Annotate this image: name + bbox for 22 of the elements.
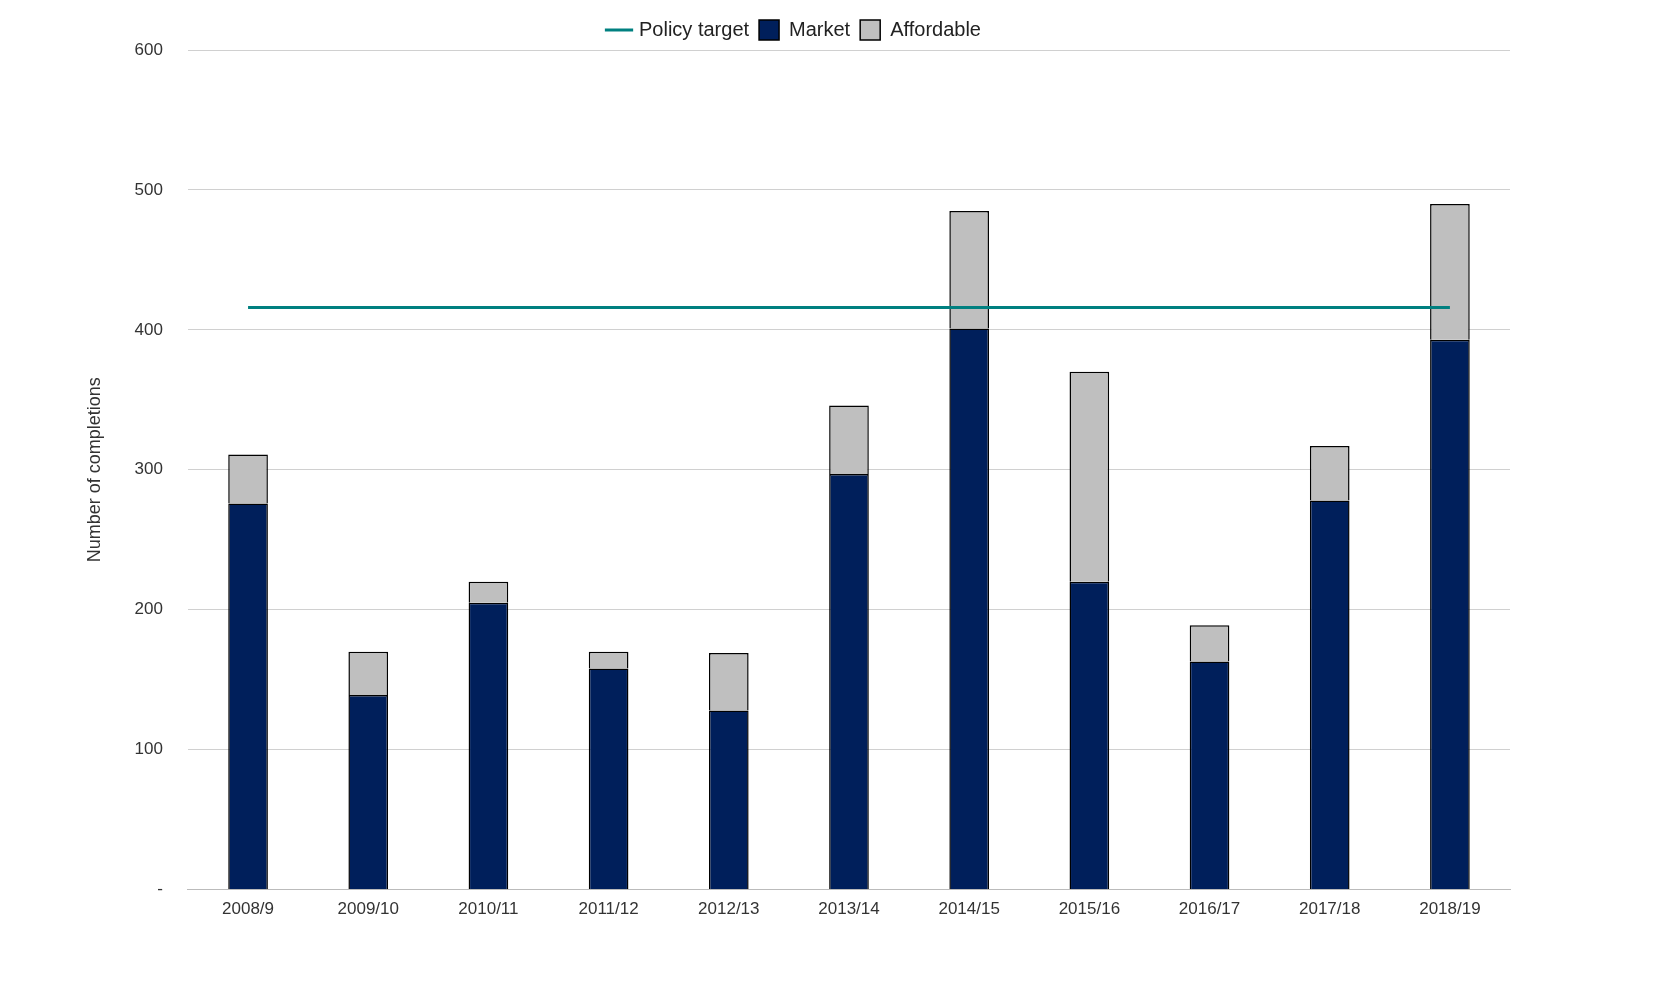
y-tick-label: 300 xyxy=(134,459,163,479)
legend-label: Market xyxy=(789,17,851,40)
y-tick-label: 400 xyxy=(134,319,163,339)
x-tick-label: 2011/12 xyxy=(578,899,639,919)
y-axis-title: Number of completions xyxy=(83,377,104,563)
y-tick-label: - xyxy=(157,879,163,899)
x-tick-label: 2018/19 xyxy=(1419,899,1481,919)
x-tick-label: 2016/17 xyxy=(1178,899,1241,919)
x-tick-label: 2008/9 xyxy=(222,899,275,919)
y-tick-label: 500 xyxy=(134,179,163,199)
x-tick-label: 2015/16 xyxy=(1058,899,1121,919)
x-tick-label: 2014/15 xyxy=(938,899,1000,919)
x-tick-label: 2017/18 xyxy=(1299,899,1361,919)
x-tick-label: 2010/11 xyxy=(458,899,519,919)
y-tick-label: 100 xyxy=(134,739,163,759)
y-tick-label: 600 xyxy=(134,39,163,59)
x-tick-label: 2012/13 xyxy=(698,899,760,919)
x-tick-label: 2013/14 xyxy=(818,899,880,919)
y-tick-label: 200 xyxy=(134,599,163,619)
legend-label: Policy target xyxy=(639,17,750,40)
x-tick-label: 2009/10 xyxy=(337,899,399,919)
legend-label: Affordable xyxy=(890,17,981,40)
